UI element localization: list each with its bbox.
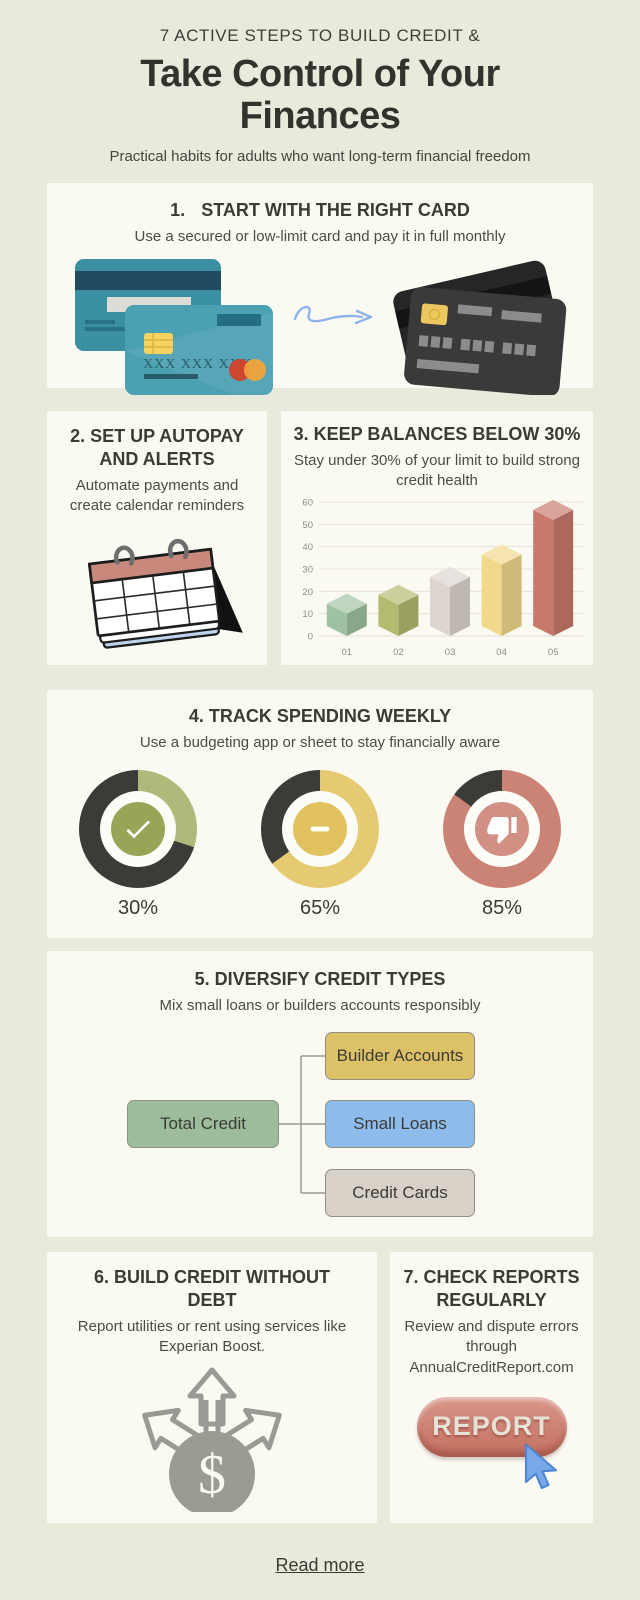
bar-top-face: [533, 499, 574, 520]
step3-title: 3. KEEP BALANCES BELOW 30%: [293, 423, 581, 444]
calendar-icon: [87, 538, 243, 649]
bar-top-face: [430, 566, 470, 587]
donut-30-label: 30%: [117, 897, 159, 920]
cursor-icon: [524, 1443, 557, 1489]
x-tick-label: 05: [548, 647, 559, 658]
report-button-group: REPORT: [416, 1396, 567, 1497]
bar-left-face: [378, 594, 399, 636]
credit-types-diagram: Total Credit Builder Accounts Small Loan…: [47, 1024, 593, 1229]
donut-65-group: 65%: [245, 770, 395, 920]
x-tick-label: 04: [496, 647, 507, 658]
balance-bar-chart: 0 10 20 30 40 50 60 01 02 03 04 05: [302, 498, 583, 658]
step7-card: 7. CHECK REPORTS REGULARLY Review and di…: [390, 1251, 593, 1523]
step7-desc: Review and dispute errors through Annual…: [404, 1317, 579, 1377]
bar-right-face: [553, 509, 574, 636]
tree-connectors: [279, 1055, 325, 1195]
credit-cards-box: Credit Cards: [325, 1169, 475, 1218]
donut-chart-85: [443, 770, 561, 889]
x-tick-label: 02: [393, 647, 404, 658]
step4-card: 4. TRACK SPENDING WEEKLY Use a budgeting…: [47, 689, 593, 938]
report-button-label: REPORT: [432, 1411, 551, 1442]
check-icon: [111, 802, 165, 857]
teal-card-front: XXX XXX XXX: [125, 305, 273, 396]
dark-card-front: [404, 287, 567, 396]
bar-right-face: [398, 594, 419, 636]
header: 7 ACTIVE STEPS TO BUILD CREDIT & Take Co…: [0, 0, 640, 165]
step1-title: START WITH THE RIGHT CARD: [201, 199, 470, 220]
step1-card: 1. START WITH THE RIGHT CARD Use a secure…: [47, 182, 593, 396]
bar-right-face: [501, 554, 522, 636]
step5-title: 5. DIVERSIFY CREDIT TYPES: [194, 968, 446, 989]
read-more-link[interactable]: Read more: [275, 1554, 365, 1575]
step4-title: 4. TRACK SPENDING WEEKLY: [188, 705, 452, 726]
step2-desc: Automate payments and create calendar re…: [69, 476, 245, 515]
donut-hole: [464, 791, 540, 868]
x-tick-label: 03: [445, 647, 456, 658]
y-tick-label: 20: [302, 587, 313, 598]
minus-icon: [293, 802, 347, 857]
bar-left-face: [533, 509, 554, 636]
bar-top-face: [481, 544, 522, 565]
step6-title: 6. BUILD CREDIT WITHOUT DEBT: [94, 1266, 330, 1310]
donut-hole: [100, 791, 176, 868]
donut-30-group: 30%: [63, 770, 213, 920]
step6-desc: Report utilities or rent using services …: [77, 1317, 347, 1356]
dollar-sign: $: [198, 1444, 226, 1506]
row-step2-step3: 2. SET UP AUTOPAY AND ALERTS Automate pa…: [47, 410, 593, 665]
builder-accounts-box: Builder Accounts: [325, 1032, 475, 1081]
y-tick-label: 40: [302, 542, 313, 553]
report-button[interactable]: REPORT: [416, 1396, 567, 1457]
bar-top-face: [326, 593, 367, 614]
content: 1. START WITH THE RIGHT CARD Use a secure…: [47, 182, 593, 1523]
donut-65-label: 65%: [299, 897, 341, 920]
bar-right-face: [346, 603, 367, 636]
bar-left-face: [326, 603, 347, 636]
row-step6-step7: 6. BUILD CREDIT WITHOUT DEBT Report util…: [47, 1251, 593, 1523]
small-loans-box: Small Loans: [325, 1100, 475, 1149]
money-arrows-icon: $: [123, 1362, 301, 1518]
step1-number: 1.: [170, 199, 186, 220]
page-title-line1: Take Control of Your: [140, 53, 500, 95]
x-tick-label: 01: [342, 647, 353, 658]
step2-card: 2. SET UP AUTOPAY AND ALERTS Automate pa…: [47, 410, 267, 665]
credit-cards-illustration: XXX XXX XXX: [75, 259, 567, 396]
bar-left-face: [430, 576, 450, 636]
y-tick-label: 60: [302, 498, 313, 509]
bar-right-face: [450, 576, 470, 636]
bar-top-face: [378, 584, 419, 605]
donut-hole: [282, 791, 358, 868]
step5-card: 5. DIVERSIFY CREDIT TYPES Mix small loan…: [47, 950, 593, 1237]
footer: Read more: [0, 1555, 640, 1576]
step7-title: 7. CHECK REPORTS REGULARLY: [403, 1266, 580, 1310]
donut-85-label: 85%: [481, 897, 523, 920]
arrow-icon: [293, 306, 373, 325]
thumbs-down-icon: [475, 802, 529, 857]
donut-85-group: 85%: [427, 770, 577, 920]
masked-card-number: XXX XXX XXX: [143, 357, 252, 372]
donut-row: 30% 65%: [47, 770, 593, 920]
header-subtitle: Practical habits for adults who want lon…: [109, 147, 531, 165]
header-kicker: 7 ACTIVE STEPS TO BUILD CREDIT &: [159, 26, 481, 45]
page-title: Take Control of Your Finances: [30, 53, 610, 138]
total-credit-box: Total Credit: [127, 1100, 279, 1149]
donut-chart-30: [79, 770, 197, 889]
donut-chart-65: [261, 770, 379, 889]
y-tick-label: 0: [308, 632, 313, 643]
step3-desc: Stay under 30% of your limit to build st…: [294, 451, 580, 490]
step5-desc: Mix small loans or builders accounts res…: [159, 996, 481, 1014]
bar-left-face: [481, 554, 502, 636]
step1-title-row: 1. START WITH THE RIGHT CARD: [47, 199, 593, 222]
y-tick-label: 30: [302, 565, 313, 576]
step2-title: 2. SET UP AUTOPAY AND ALERTS: [70, 425, 244, 469]
y-tick-label: 50: [302, 520, 313, 531]
step3-card: 3. KEEP BALANCES BELOW 30% Stay under 30…: [281, 410, 593, 665]
step1-desc: Use a secured or low-limit card and pay …: [134, 227, 506, 245]
y-tick-label: 10: [302, 609, 313, 620]
step6-card: 6. BUILD CREDIT WITHOUT DEBT Report util…: [47, 1251, 377, 1523]
step4-desc: Use a budgeting app or sheet to stay fin…: [139, 733, 501, 751]
page-title-line2: Finances: [239, 94, 401, 137]
